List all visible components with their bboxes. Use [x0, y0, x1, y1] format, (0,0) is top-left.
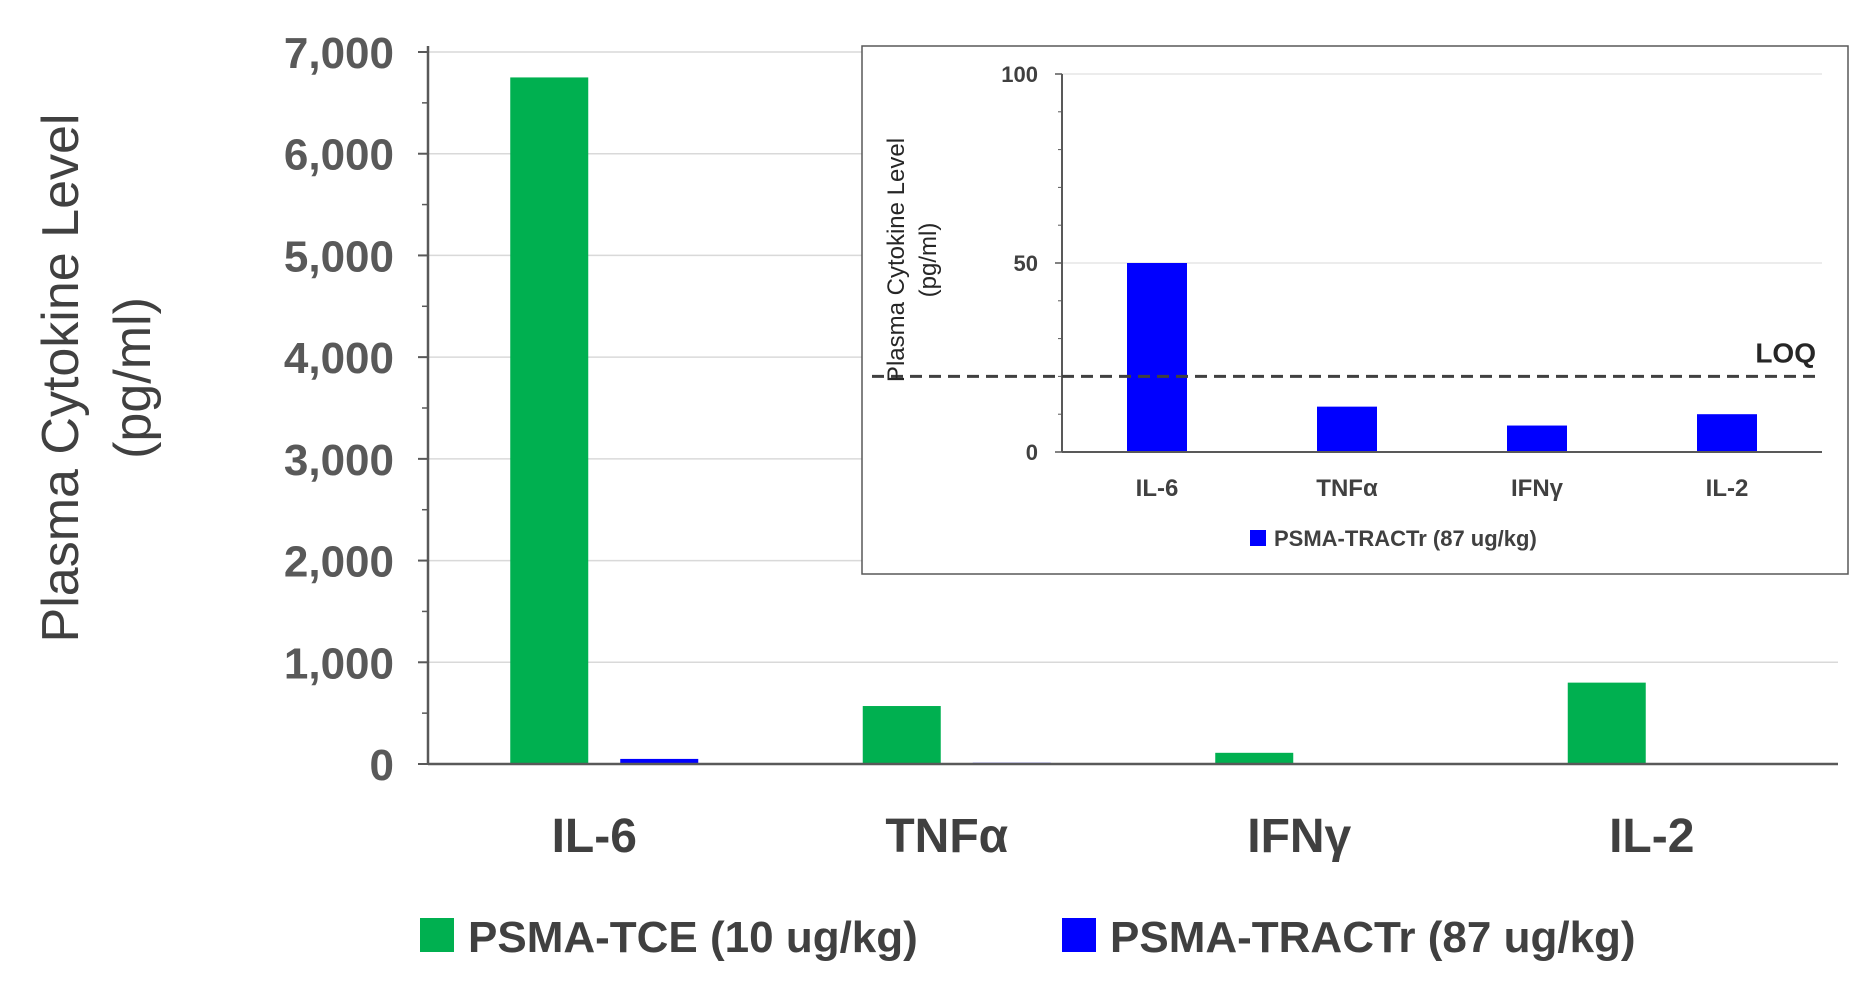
loq-label: LOQ — [1755, 337, 1816, 368]
inset-y-axis-label-line1: Plasma Cytokine Level — [883, 138, 910, 382]
main-x-tick-il-6: IL-6 — [552, 810, 637, 863]
main-y-tick-label: 6,000 — [284, 131, 394, 180]
inset-bar-il-6 — [1127, 263, 1187, 452]
bar-psma-tce-10-ug-kg-tnf — [862, 706, 941, 764]
main-x-tick-il-2: IL-2 — [1609, 810, 1694, 863]
main-y-ticks: 0 1,000 2,000 3,000 4,000 5,000 6,000 7,000 — [284, 29, 428, 790]
bar-psma-tce-10-ug-kg-il-2 — [1567, 682, 1646, 764]
main-bars — [510, 77, 1756, 764]
inset-gridlines — [1062, 73, 1822, 264]
inset-legend-swatch — [1250, 530, 1266, 546]
main-x-tick-tnf: TNFα — [885, 810, 1008, 863]
main-y-tick-label: 5,000 — [284, 232, 394, 281]
main-y-axis-label-line1: Plasma Cytokine Level — [32, 114, 90, 643]
inset-y-tick-label: 100 — [1001, 62, 1038, 87]
inset-bar-ifn — [1507, 425, 1567, 452]
inset-frame — [861, 45, 1849, 575]
legend-label-psma-tractr-87-ug-kg: PSMA-TRACTr (87 ug/kg) — [1110, 913, 1636, 962]
inset-x-tick-ifn: IFNγ — [1511, 475, 1564, 502]
bar-psma-tce-10-ug-kg-il-6 — [510, 77, 589, 764]
main-chart: 0 1,000 2,000 3,000 4,000 5,000 6,000 7,000 IL-… — [32, 29, 1838, 962]
legend-swatch-psma-tractr-87-ug-kg — [1062, 918, 1096, 952]
inset-x-tick-il-2: IL-2 — [1706, 475, 1749, 502]
bar-psma-tce-10-ug-kg-ifn — [1215, 752, 1294, 764]
inset-y-tick-label: 50 — [1014, 251, 1038, 276]
main-y-tick-label: 0 — [370, 741, 394, 790]
legend-label-psma-tce-10-ug-kg: PSMA-TCE (10 ug/kg) — [468, 913, 918, 962]
main-y-tick-label: 7,000 — [284, 29, 394, 78]
main-x-ticks: IL-6 TNFα IFNγ IL-2 — [552, 810, 1695, 863]
inset-chart: 0 50 100 IL-6 TNFα IFNγ IL-2 LOQ Plasma Cytok… — [861, 45, 1849, 575]
inset-y-axis-label-line2: (pg/ml) — [915, 223, 942, 298]
inset-legend-label: PSMA-TRACTr (87 ug/kg) — [1274, 526, 1537, 551]
inset-bar-il-2 — [1697, 414, 1757, 452]
inset-bar-tnf — [1317, 406, 1377, 452]
main-y-tick-label: 1,000 — [284, 639, 394, 688]
legend-swatch-psma-tce-10-ug-kg — [420, 918, 454, 952]
inset-x-ticks: IL-6 TNFα IFNγ IL-2 — [1136, 475, 1749, 502]
main-legend: PSMA-TCE (10 ug/kg) PSMA-TRACTr (87 ug/kg… — [420, 913, 1636, 962]
main-y-tick-label: 4,000 — [284, 334, 394, 383]
inset-y-tick-label: 0 — [1026, 440, 1038, 465]
main-y-axis-label-line2: (pg/ml) — [104, 297, 162, 459]
inset-y-ticks: 0 50 100 — [1001, 62, 1062, 465]
inset-bars — [1127, 263, 1757, 452]
inset-legend: PSMA-TRACTr (87 ug/kg) — [1250, 526, 1537, 551]
main-x-tick-ifn: IFNγ — [1247, 810, 1351, 863]
inset-x-tick-il-6: IL-6 — [1136, 475, 1179, 502]
bar-psma-tractr-87-ug-kg-il-6 — [620, 758, 699, 764]
main-y-tick-label: 3,000 — [284, 436, 394, 485]
main-y-tick-label: 2,000 — [284, 538, 394, 587]
inset-x-tick-tnf: TNFα — [1316, 475, 1378, 502]
